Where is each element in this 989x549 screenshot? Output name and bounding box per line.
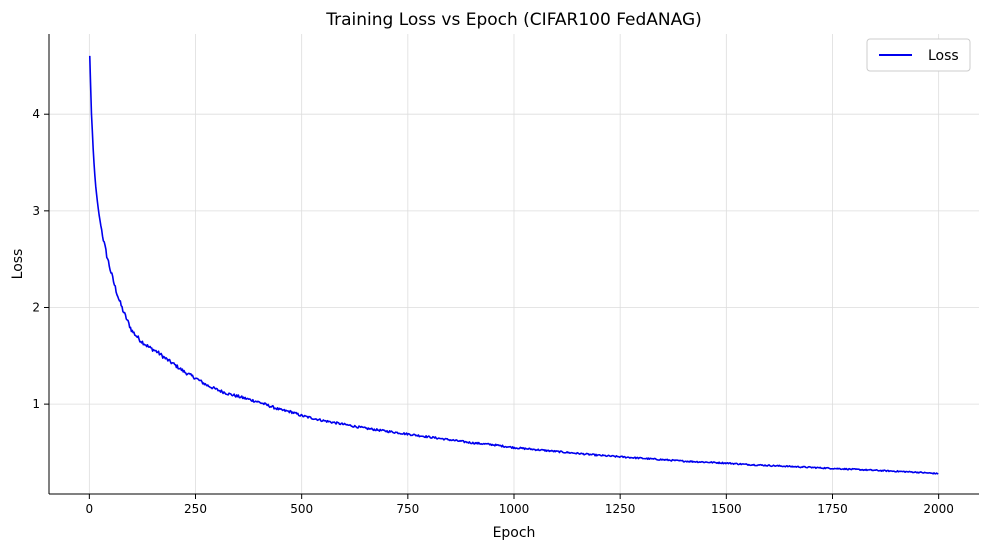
legend-frame <box>866 38 971 72</box>
y-tick-label: 2 <box>32 300 40 314</box>
y-tick-label: 3 <box>32 204 40 218</box>
y-axis-label: Loss <box>10 249 26 280</box>
series-line-loss <box>88 55 939 475</box>
grid <box>49 34 979 494</box>
chart-title: Training Loss vs Epoch (CIFAR100 FedANAG… <box>325 10 702 30</box>
x-tick-label: 0 <box>86 502 94 516</box>
x-tick-label: 250 <box>184 502 207 516</box>
x-tick-label: 1250 <box>605 502 636 516</box>
x-axis-label: Epoch <box>493 525 536 541</box>
y-tick-label: 1 <box>32 397 40 411</box>
x-tick-label: 2000 <box>923 502 954 516</box>
y-axis-ticks: 1 2 3 4 <box>32 107 49 411</box>
x-tick-label: 1000 <box>499 502 530 516</box>
x-tick-label: 1750 <box>817 502 848 516</box>
x-axis-ticks: 0 250 500 750 1000 1250 1500 1750 2000 <box>86 494 954 516</box>
plot-area <box>88 55 939 475</box>
legend: Loss <box>866 38 971 72</box>
legend-label-loss: Loss <box>928 48 959 64</box>
x-tick-label: 750 <box>396 502 419 516</box>
y-tick-label: 4 <box>32 107 40 121</box>
x-tick-label: 500 <box>290 502 313 516</box>
x-tick-label: 1500 <box>711 502 742 516</box>
